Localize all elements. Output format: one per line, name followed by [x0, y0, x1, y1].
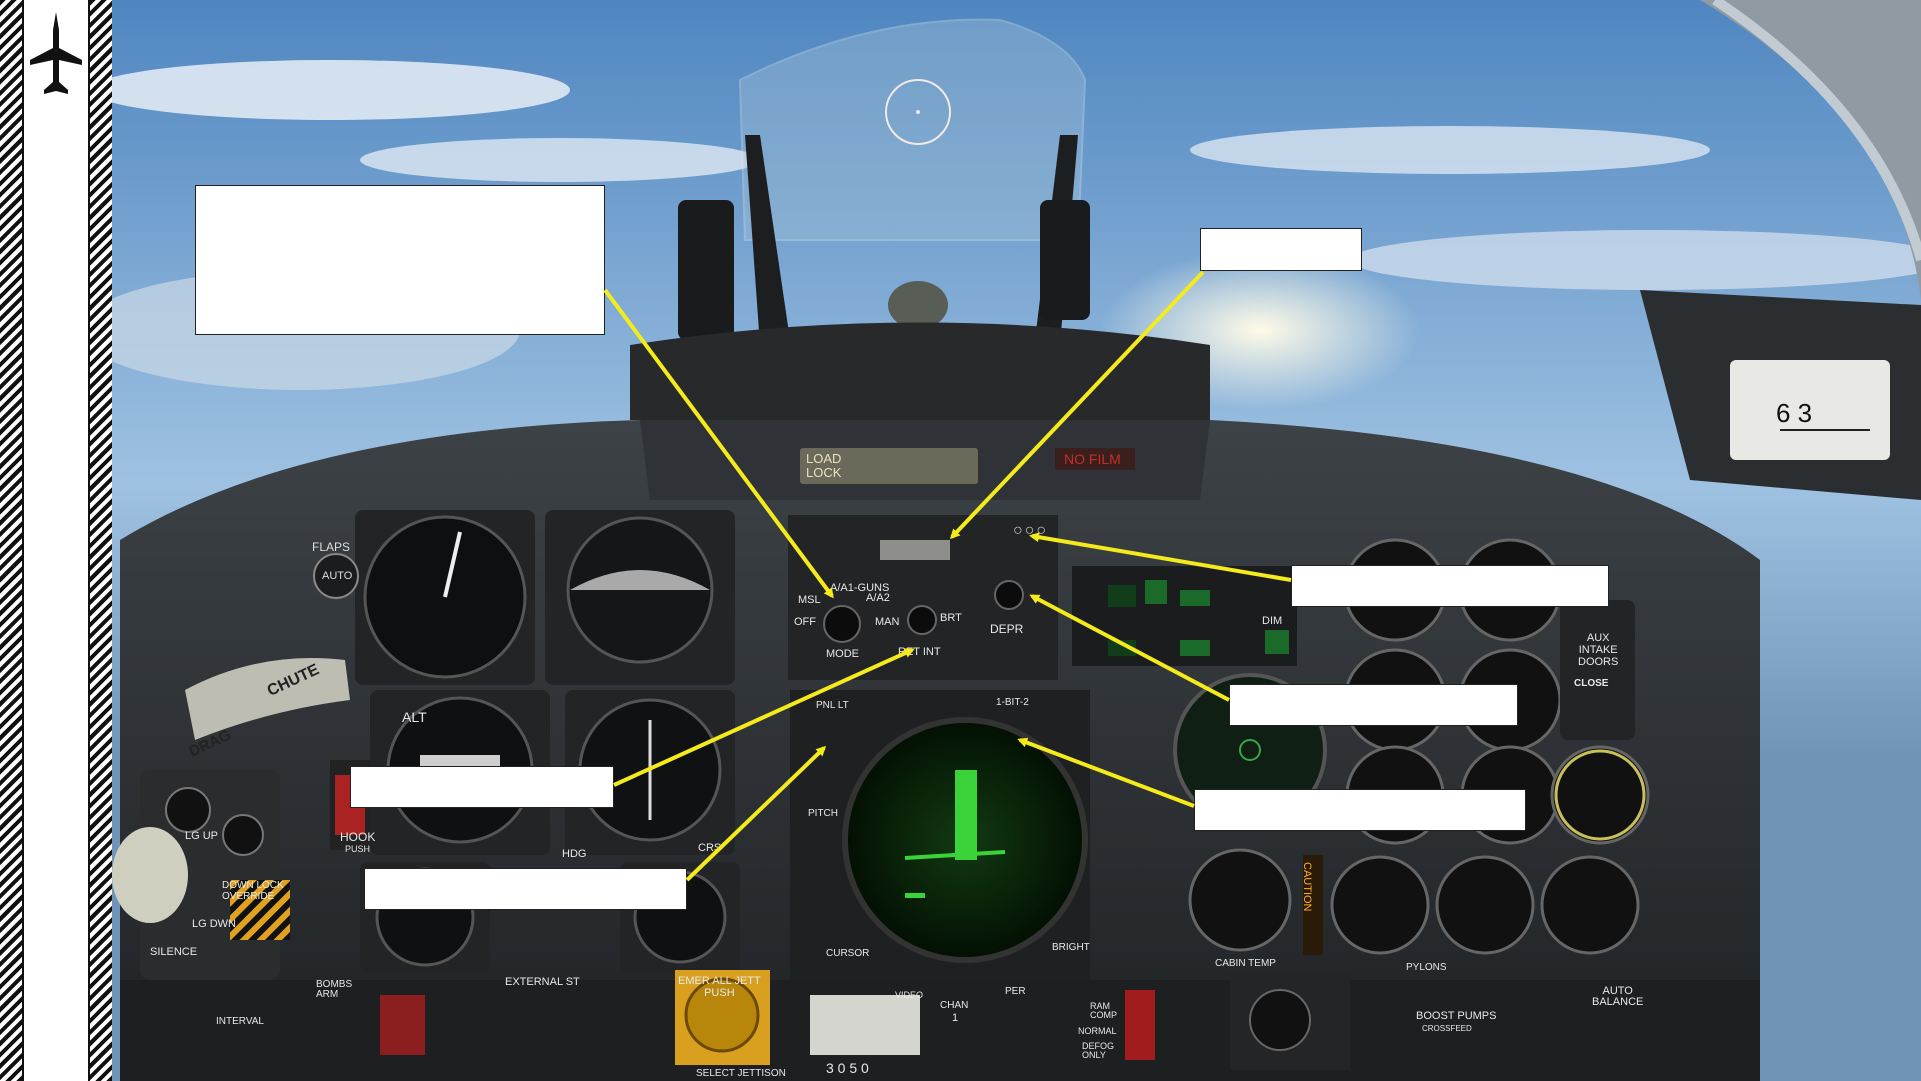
- bombs-arm-label: BOMBS ARM: [316, 979, 353, 1000]
- down-lock-override-label: DOWN LOCK OVERRIDE: [222, 880, 284, 902]
- select-jettison-label: SELECT JETTISON: [696, 1068, 786, 1079]
- dim-label: DIM: [1262, 615, 1283, 627]
- flaps-label: FLAPS: [312, 540, 351, 554]
- chan-value: 1: [952, 1012, 959, 1024]
- man-label: MAN: [875, 616, 900, 628]
- ram-comp-label: RAM COMP: [1090, 1001, 1117, 1020]
- bottom-digits: 3 0 5 0: [826, 1060, 869, 1076]
- ret-int-label: RET INT: [898, 646, 941, 658]
- callout-box-bit-switch: [1194, 789, 1526, 831]
- alt-label: ALT: [402, 709, 427, 725]
- aux-intake-doors-label: AUX INTAKE DOORS: [1578, 632, 1619, 668]
- hdg-label: HDG: [562, 848, 587, 860]
- callout-box-mode-selector: [195, 185, 605, 335]
- brt-label: BRT: [940, 612, 962, 624]
- video-label: VIDEO: [895, 990, 924, 1000]
- a2-label: A/A2: [866, 592, 890, 604]
- a1-guns-label: A/A1-GUNS: [830, 582, 890, 594]
- callout-box-depression-knob: [1229, 684, 1518, 726]
- chan-label: CHAN: [940, 1000, 969, 1011]
- mode-label: MODE: [826, 648, 859, 660]
- load-lock-label: LOAD LOCK: [806, 451, 842, 480]
- hook-push-label: PUSH: [345, 844, 371, 854]
- lg-up-label: LG UP: [185, 830, 219, 842]
- callout-box-panel-light: [364, 868, 687, 910]
- flaps-auto-label: AUTO: [322, 570, 353, 582]
- lg-dwn-label: LG DWN: [192, 918, 236, 930]
- pitch-label: PITCH: [808, 808, 838, 819]
- indicator-lights: ○○○: [1013, 522, 1048, 539]
- no-film-label: NO FILM: [1064, 451, 1121, 467]
- normal-label: NORMAL: [1078, 1026, 1117, 1036]
- sidebar-hatch-right: [88, 0, 112, 1081]
- cockpit-scene: [112, 0, 1921, 1081]
- off-label: OFF: [794, 616, 816, 628]
- per-label: PER: [1005, 986, 1026, 997]
- bright-label: BRIGHT: [1052, 942, 1090, 953]
- jet-silhouette-icon: [30, 12, 82, 94]
- pylons-label: PYLONS: [1406, 962, 1447, 973]
- close-label: CLOSE: [1574, 678, 1609, 689]
- interval-label: INTERVAL: [216, 1016, 264, 1027]
- callout-box-reticle-intensity: [350, 766, 614, 808]
- crs-label: CRS: [698, 842, 722, 854]
- depr-label: DEPR: [990, 622, 1024, 636]
- clock-digits: 6 3: [1776, 398, 1813, 428]
- caution-light: CAUTION: [1301, 862, 1313, 912]
- pnl-lt-label: PNL LT: [816, 700, 849, 711]
- auto-balance-label: AUTO BALANCE: [1592, 985, 1644, 1008]
- boost-pumps-label: BOOST PUMPS: [1416, 1010, 1497, 1022]
- callout-box-indicator-lights: [1291, 565, 1609, 607]
- cabin-temp-label: CABIN TEMP: [1215, 958, 1276, 969]
- crossfeed-label: CROSSFEED: [1422, 1024, 1472, 1033]
- emer-all-jett-label: EMER ALL JETT PUSH: [678, 975, 761, 999]
- hook-label: HOOK: [340, 830, 376, 844]
- msl-label: MSL: [798, 594, 821, 606]
- silence-label: SILENCE: [150, 946, 198, 958]
- cursor-label: CURSOR: [826, 948, 870, 959]
- callout-box-sight-lamp: [1200, 228, 1362, 271]
- defog-only-label: DEFOG ONLY: [1082, 1041, 1115, 1060]
- external-stores-label: EXTERNAL ST: [505, 976, 580, 988]
- sidebar: [0, 0, 112, 1081]
- sidebar-hatch-left: [0, 0, 24, 1081]
- bit-label: 1-BIT-2: [996, 697, 1029, 708]
